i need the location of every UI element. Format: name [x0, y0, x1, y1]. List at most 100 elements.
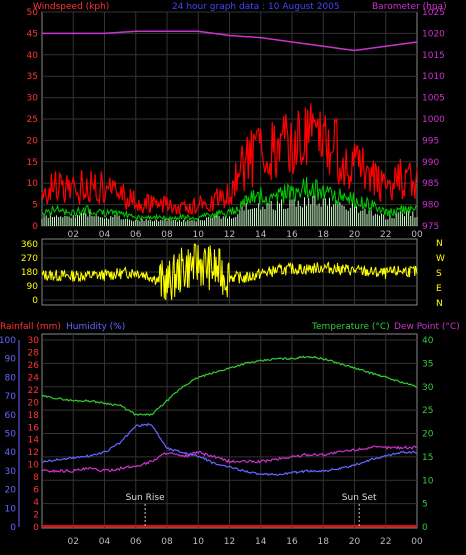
rainfall-tick-label: 8 — [33, 473, 39, 483]
rainfall-tick-label: 0 — [33, 523, 39, 533]
wind-tick-label: 40 — [27, 51, 39, 61]
temperature-tick-label: 10 — [422, 476, 434, 486]
wind-average-line — [41, 176, 418, 222]
temperature-tick-label: 35 — [422, 359, 433, 369]
rainfall-tick-label: 12 — [28, 448, 39, 458]
barometer-tick-label: 1000 — [422, 115, 445, 125]
barometer-tick-label: 985 — [422, 179, 439, 189]
wind-direction-line — [41, 243, 418, 301]
x-tick-label: 10 — [193, 537, 205, 547]
rainfall-tick-label: 30 — [28, 336, 40, 346]
dewpoint-line — [41, 445, 418, 474]
humidity-tick-label: 100 — [0, 336, 16, 346]
rainfall-tick-label: 28 — [28, 348, 40, 358]
barometer-tick-label: 1015 — [422, 51, 445, 61]
wind-tick-label: 10 — [27, 179, 39, 189]
x-tick-label: 18 — [318, 537, 330, 547]
rainfall-tick-label: 2 — [33, 511, 39, 521]
compass-label: N — [436, 299, 443, 309]
wind-gust-line — [41, 103, 418, 216]
humidity-tick-label: 80 — [5, 373, 17, 383]
humidity-line — [41, 422, 418, 477]
rainfall-tick-label: 26 — [28, 361, 40, 371]
humidity-tick-label: 30 — [5, 467, 17, 477]
rainfall-tick-label: 4 — [33, 498, 39, 508]
barometer-tick-label: 980 — [422, 201, 439, 211]
humidity-axis-title: Humidity (%) — [66, 322, 125, 332]
x-tick-label: 20 — [349, 230, 361, 240]
temperature-tick-label: 30 — [422, 383, 434, 393]
humidity-tick-label: 50 — [5, 430, 17, 440]
x-tick-label: 12 — [224, 230, 235, 240]
x-tick-label: 06 — [130, 537, 142, 547]
temperature-tick-label: 5 — [422, 500, 428, 510]
rainfall-axis-title: Rainfall (mm) — [0, 322, 61, 332]
temp-plot: 0510152025303540010203040506070809010002… — [0, 334, 434, 547]
rainfall-tick-label: 20 — [28, 398, 40, 408]
x-tick-label: 16 — [286, 537, 298, 547]
direction-tick-label: 0 — [32, 296, 38, 306]
barometer-tick-label: 1020 — [422, 29, 445, 39]
temperature-tick-label: 40 — [422, 336, 434, 346]
temperature-tick-label: 15 — [422, 453, 433, 463]
x-tick-label: 20 — [349, 537, 361, 547]
compass-label: N — [436, 239, 443, 249]
rainfall-tick-label: 16 — [28, 423, 40, 433]
rainfall-tick-label: 14 — [28, 436, 40, 446]
humidity-tick-label: 90 — [5, 355, 17, 365]
wind-tick-label: 15 — [27, 158, 38, 168]
x-tick-label: 02 — [68, 537, 79, 547]
sunrise-label: Sun Rise — [126, 493, 165, 503]
x-tick-label: 22 — [380, 537, 391, 547]
compass-label: W — [436, 254, 445, 264]
rainfall-tick-label: 18 — [28, 411, 40, 421]
x-tick-label: 12 — [224, 537, 235, 547]
direction-tick-label: 90 — [27, 282, 39, 292]
x-tick-label: 02 — [68, 230, 79, 240]
direction-tick-label: 360 — [21, 240, 38, 250]
barometer-line — [42, 30, 418, 52]
barometer-tick-label: 1025 — [422, 8, 445, 18]
wind-tick-label: 45 — [27, 29, 38, 39]
barometer-tick-label: 995 — [422, 136, 439, 146]
wind-tick-label: 20 — [27, 136, 39, 146]
temperature-line — [41, 355, 418, 417]
x-tick-label: 08 — [161, 537, 173, 547]
x-tick-label: 00 — [411, 230, 423, 240]
rainfall-tick-label: 22 — [28, 386, 39, 396]
x-tick-label: 16 — [286, 230, 298, 240]
humidity-tick-label: 70 — [5, 392, 17, 402]
direction-tick-label: 270 — [21, 254, 38, 264]
x-tick-label: 04 — [99, 537, 111, 547]
x-tick-label: 22 — [380, 230, 391, 240]
x-tick-label: 06 — [130, 230, 142, 240]
humidity-tick-label: 0 — [10, 523, 16, 533]
compass-label: S — [436, 269, 442, 279]
humidity-tick-label: 60 — [5, 411, 17, 421]
sunset-label: Sun Set — [342, 493, 377, 503]
barometer-tick-label: 990 — [422, 158, 439, 168]
wind-tick-label: 0 — [32, 222, 38, 232]
x-tick-label: 14 — [255, 230, 267, 240]
barometer-axis-title: Barometer (hpa) — [372, 2, 447, 12]
direction-tick-label: 180 — [21, 268, 38, 278]
humidity-tick-label: 40 — [5, 448, 17, 458]
rainfall-tick-label: 6 — [33, 486, 39, 496]
temperature-tick-label: 20 — [422, 430, 434, 440]
wind-tick-label: 25 — [27, 115, 38, 125]
wind-tick-label: 50 — [27, 8, 39, 18]
wind-plot: 0510152025303540455097598098599099510001… — [27, 8, 446, 240]
wind-tick-label: 5 — [32, 201, 38, 211]
chart-title: 24 hour graph data : 10 August 2005 — [172, 2, 340, 12]
x-tick-label: 00 — [411, 537, 423, 547]
x-tick-label: 18 — [318, 230, 330, 240]
dewpoint-axis-title: Dew Point (°C) — [394, 322, 460, 332]
barometer-tick-label: 975 — [422, 222, 439, 232]
compass-label: E — [436, 284, 442, 294]
x-tick-label: 08 — [161, 230, 173, 240]
x-tick-label: 10 — [193, 230, 205, 240]
rainfall-tick-label: 10 — [28, 461, 40, 471]
barometer-tick-label: 1010 — [422, 72, 445, 82]
barometer-tick-label: 1005 — [422, 94, 445, 104]
